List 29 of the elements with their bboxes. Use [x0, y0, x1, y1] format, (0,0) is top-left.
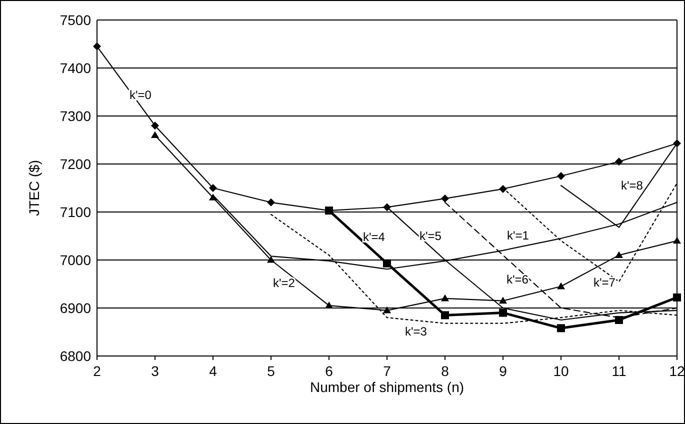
y-tick-label: 6800 — [60, 348, 92, 364]
x-tick-label: 3 — [151, 363, 160, 379]
y-tick-label: 7500 — [60, 12, 92, 28]
x-tick-label: 5 — [267, 363, 276, 379]
series-label: k'=8 — [621, 178, 644, 193]
y-axis-title: JTEC ($) — [26, 160, 42, 216]
x-axis-title: Number of shipments (n) — [310, 379, 464, 395]
y-tick-label: 7300 — [60, 108, 92, 124]
series-label: k'=7 — [594, 276, 616, 290]
y-tick-label: 6900 — [60, 300, 92, 316]
x-tick-label: 7 — [383, 363, 392, 379]
x-tick-label: 11 — [612, 363, 626, 379]
x-tick-label: 9 — [499, 363, 508, 379]
x-tick-label: 4 — [209, 363, 218, 379]
x-tick-label: 10 — [553, 363, 569, 379]
y-tick-label: 7000 — [60, 252, 92, 268]
series-label: k'=4 — [363, 230, 386, 244]
x-tick-label: 6 — [325, 363, 334, 379]
series-label: k'=1 — [507, 228, 530, 243]
series-label: k'=5 — [420, 229, 442, 243]
x-tick-label: 8 — [441, 363, 450, 379]
series-label: k'=3 — [405, 324, 428, 339]
y-tick-label: 7400 — [60, 60, 92, 76]
x-tick-label: 2 — [93, 363, 102, 379]
series-label: k'=2 — [273, 276, 296, 290]
series-label: k'=6 — [506, 272, 529, 287]
x-tick-label: 12 — [669, 363, 685, 379]
y-tick-label: 7200 — [60, 156, 92, 172]
y-tick-label: 7100 — [60, 204, 92, 220]
